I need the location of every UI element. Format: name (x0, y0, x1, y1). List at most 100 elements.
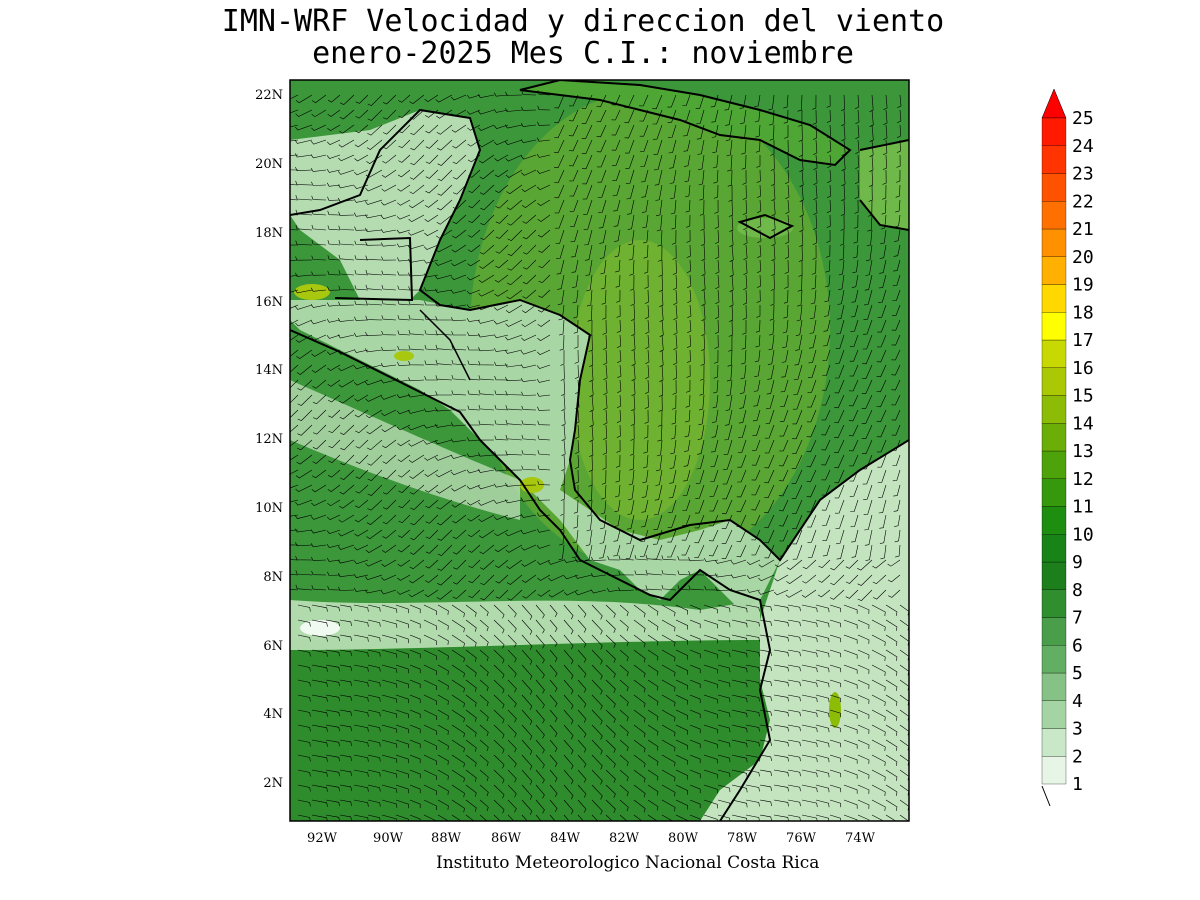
colorbar-swatch (1041, 450, 1067, 479)
wind-barb (892, 289, 901, 301)
wind-barb (507, 634, 517, 648)
wind-barb (549, 664, 558, 678)
wind-barb (717, 604, 731, 613)
wind-barb (478, 375, 495, 381)
wind-barb (871, 604, 886, 617)
wind-barb (537, 121, 551, 126)
wind-barb (689, 724, 701, 734)
lat-label: 14N (255, 363, 283, 378)
colorbar-reference-barb (1041, 785, 1051, 807)
wind-barb (861, 394, 873, 409)
wind-barb (667, 514, 677, 528)
wind-barb (479, 649, 489, 662)
wind-barb (409, 709, 421, 719)
wind-barb (423, 619, 437, 631)
wind-barb (827, 184, 832, 198)
wind-barb (409, 664, 421, 674)
wind-barb (652, 109, 663, 125)
wind-barb (600, 514, 607, 530)
wind-barb (689, 754, 701, 764)
wind-barb (787, 679, 801, 687)
colorbar-swatch (1041, 478, 1067, 507)
wind-barb (712, 139, 719, 154)
wind-barb (451, 709, 465, 723)
wind-barb (731, 619, 748, 628)
wind-barb (617, 364, 622, 378)
wind-barb (554, 184, 565, 199)
wind-barb (701, 319, 706, 336)
wind-barb (367, 634, 381, 642)
wind-barb (493, 619, 505, 634)
wind-barb (703, 709, 718, 719)
wind-barb (327, 94, 341, 103)
wind-barb (451, 694, 465, 708)
wind-barb (452, 154, 467, 165)
wind-barb (549, 754, 558, 768)
wind-barb (365, 331, 383, 336)
wind-barb (808, 349, 817, 364)
wind-barb (295, 584, 313, 591)
wind-barb (885, 694, 898, 706)
wind-barb (603, 409, 608, 425)
wind-barb (409, 769, 421, 779)
wind-barb (382, 124, 397, 135)
wind-barb (633, 724, 646, 738)
wind-barb (338, 139, 355, 148)
wind-barb (640, 154, 649, 167)
wind-barb (338, 240, 355, 246)
wind-barb (617, 394, 622, 408)
wind-barb (799, 169, 804, 187)
wind-barb (605, 694, 616, 708)
wind-barb (745, 604, 760, 612)
wind-barb (408, 329, 425, 336)
wind-barb (466, 304, 481, 309)
wind-barb (326, 557, 341, 562)
wind-barb (798, 139, 804, 157)
wind-barb (661, 649, 676, 662)
lon-label: 82W (609, 831, 640, 846)
wind-barb (536, 349, 551, 355)
wind-barb (574, 558, 593, 563)
wind-barb (407, 409, 425, 414)
wind-barb (569, 154, 579, 167)
wind-barb (677, 555, 691, 561)
wind-barb (714, 573, 733, 578)
wind-barb (834, 409, 845, 424)
wind-barb (537, 420, 551, 426)
wind-barb (535, 814, 542, 821)
wind-barb (829, 784, 842, 793)
wind-barb (339, 619, 352, 626)
wind-barb (683, 124, 691, 137)
wind-barb (605, 679, 616, 693)
wind-barb (395, 619, 409, 629)
wind-barb (339, 109, 355, 120)
wind-barb (297, 814, 311, 821)
wind-barb (584, 229, 593, 246)
wind-barb (423, 408, 439, 413)
wind-barb (759, 799, 772, 806)
wind-barb (340, 439, 355, 451)
wind-barb (365, 227, 383, 232)
wind-barb (478, 360, 495, 366)
wind-barb (601, 469, 607, 485)
wind-barb (895, 169, 901, 183)
wind-barb (602, 319, 607, 335)
wind-barb (652, 124, 663, 140)
wind-barb (658, 379, 664, 397)
wind-barb (451, 345, 467, 351)
wind-barb (493, 108, 509, 113)
wind-barb (435, 469, 453, 478)
wind-barb (381, 784, 398, 793)
wind-barb (689, 679, 701, 689)
wind-barb (840, 214, 845, 231)
wind-barb (742, 320, 747, 335)
wind-barb (397, 439, 411, 447)
wind-barb (409, 739, 421, 749)
wind-barb (381, 424, 397, 433)
wind-barb (577, 679, 587, 693)
wind-barb (538, 289, 551, 298)
wind-barb (311, 195, 327, 201)
wind-barb (717, 739, 731, 748)
wind-barb (701, 289, 706, 306)
wind-barb (857, 604, 870, 614)
